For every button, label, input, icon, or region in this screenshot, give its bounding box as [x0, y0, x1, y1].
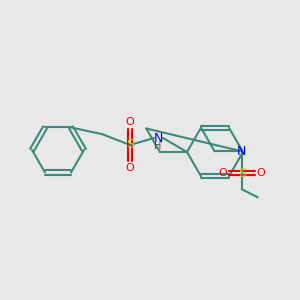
Text: N: N: [153, 131, 163, 145]
Text: O: O: [218, 168, 227, 178]
Text: O: O: [126, 117, 134, 127]
Text: H: H: [154, 141, 162, 151]
Text: N: N: [237, 145, 246, 158]
Text: O: O: [126, 163, 134, 173]
Text: S: S: [238, 167, 246, 180]
Text: S: S: [126, 139, 134, 152]
Text: O: O: [256, 168, 265, 178]
